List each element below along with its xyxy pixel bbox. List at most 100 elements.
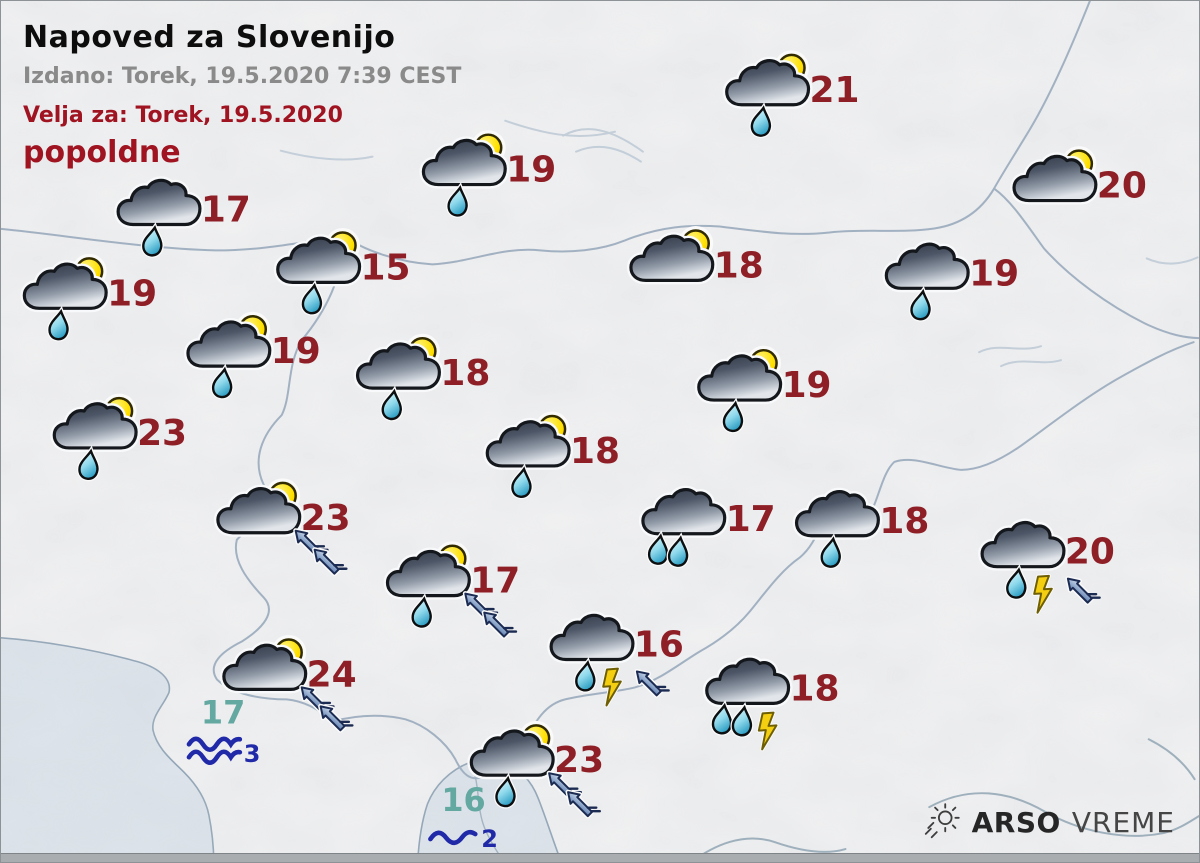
cloud-icon <box>383 547 474 600</box>
temperature-label: 15 <box>361 247 411 288</box>
valid-line: Velja za: Torek, 19.5.2020 <box>23 102 343 128</box>
temperature-label: 17 <box>201 189 251 230</box>
raindrop-icon <box>819 533 843 570</box>
temperature-label: 20 <box>1065 532 1115 573</box>
page-title: Napoved za Slovenijo <box>23 20 396 55</box>
temperature-label: 23 <box>554 740 604 781</box>
weather-station: 18 <box>626 225 764 286</box>
raindrop-icon <box>410 593 434 629</box>
cloud-icon <box>792 487 883 540</box>
weather-station: 17 <box>114 176 251 258</box>
temperature-label: 16 <box>634 624 684 665</box>
wind-arrow-icon <box>1065 576 1101 606</box>
weather-station: 24 <box>219 635 357 733</box>
cloud-icon <box>50 399 141 452</box>
wave-icon <box>428 829 478 846</box>
raindrop-icon <box>380 385 404 422</box>
relief-lines <box>279 119 1199 368</box>
temperature-label: 19 <box>969 253 1019 294</box>
raindrop-icon <box>666 532 690 569</box>
cloud-icon <box>213 484 304 537</box>
weather-station: 18 <box>702 655 840 752</box>
cloud-icon <box>978 518 1068 571</box>
cloud-icon <box>547 611 637 664</box>
raindrop-icon <box>300 279 324 316</box>
raindrop-icon <box>76 445 100 482</box>
raindrop-icon <box>494 772 517 809</box>
cloud-icon <box>882 240 973 293</box>
temperature-label: 18 <box>714 245 764 286</box>
weather-station: 16 <box>547 611 684 708</box>
wind-arrow-icon <box>312 547 348 577</box>
cloud-icon <box>626 232 717 285</box>
weather-station: 19 <box>882 240 1019 322</box>
temperature-label: 18 <box>790 668 840 709</box>
cloud-icon <box>483 417 574 470</box>
weather-station: 20 <box>978 518 1115 615</box>
logo-product: VREME <box>1071 805 1175 839</box>
temperature-label: 17 <box>726 499 776 540</box>
stations-layer: 21 20 19 17 19 15 18 19 19 18 19 23 18 23 17 18 17 20 16 24… <box>20 50 1147 819</box>
lightning-icon <box>1032 573 1054 615</box>
temperature-label: 18 <box>879 501 929 542</box>
weather-station: 17 <box>638 485 776 569</box>
lightning-icon <box>756 710 779 752</box>
cloud-icon <box>114 176 204 229</box>
temperature-label: 17 <box>470 561 520 602</box>
cloud-icon <box>183 318 274 371</box>
temperature-label: 21 <box>810 70 860 111</box>
weather-station: 23 <box>213 478 351 577</box>
weather-station: 18 <box>792 487 929 570</box>
cloud-icon <box>467 727 558 780</box>
cloud-icon <box>694 351 785 405</box>
raindrop-icon <box>573 657 597 693</box>
wind-arrow-icon <box>481 610 518 640</box>
logo-brand: ARSO <box>971 805 1061 839</box>
temperature-label: 19 <box>271 331 321 372</box>
sea-point: 162 <box>428 781 498 853</box>
cloud-icon <box>1010 152 1100 205</box>
raindrop-icon <box>646 530 670 567</box>
weather-station: 19 <box>419 130 556 218</box>
cloud-icon <box>722 56 813 109</box>
wind-arrow-icon <box>565 789 601 819</box>
cloud-icon <box>273 234 364 287</box>
wave-icon <box>186 749 243 765</box>
sea-temperature-label: 16 <box>441 781 485 819</box>
weather-station: 23 <box>467 720 604 819</box>
wind-arrow-icon <box>634 668 670 698</box>
temperature-label: 18 <box>440 353 490 394</box>
temperature-label: 23 <box>137 413 187 454</box>
raindrop-icon <box>749 102 773 139</box>
temperature-label: 23 <box>301 498 351 539</box>
temperature-label: 19 <box>782 365 832 406</box>
issued-line: Izdano: Torek, 19.5.2020 7:39 CEST <box>23 63 462 89</box>
temperature-label: 19 <box>107 273 157 314</box>
cloud-icon <box>20 260 111 313</box>
arso-vreme-logo: ARSO VREME <box>919 798 1175 846</box>
wave-height-label: 3 <box>244 740 261 768</box>
weather-station: 20 <box>1010 146 1147 207</box>
lightning-icon <box>601 666 623 708</box>
temperature-label: 24 <box>307 654 357 695</box>
cloud-icon <box>702 655 793 708</box>
wave-icon <box>186 736 243 753</box>
wind-arrow-icon <box>318 703 354 733</box>
weather-station: 19 <box>183 311 321 400</box>
weather-station: 15 <box>273 227 411 316</box>
weather-station: 18 <box>353 333 490 422</box>
temperature-label: 20 <box>1097 166 1147 207</box>
cloud-icon <box>419 136 510 189</box>
cloud-icon <box>638 485 729 538</box>
sun-rain-logo-icon <box>924 803 960 839</box>
raindrop-icon <box>730 701 754 738</box>
raindrop-icon <box>1004 564 1028 601</box>
map-bottom-frame <box>1 853 1199 862</box>
raindrop-icon <box>721 397 745 434</box>
weather-station: 17 <box>383 541 520 640</box>
raindrop-icon <box>210 363 234 400</box>
